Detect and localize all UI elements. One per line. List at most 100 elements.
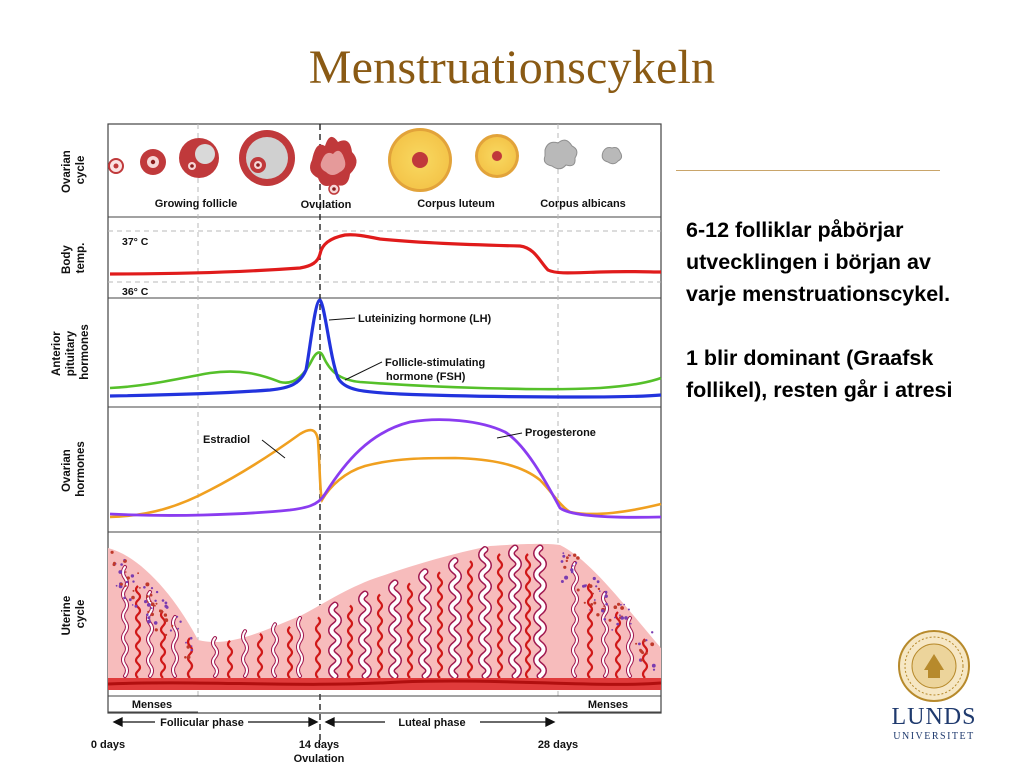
debris-dot [592, 576, 596, 581]
debris-dot [143, 586, 146, 589]
phase-bar: Menses Menses Follicular phase Luteal ph… [108, 695, 661, 729]
debris-dot [630, 622, 632, 625]
temp-label-36: 36° C [122, 286, 149, 298]
spiral-artery [406, 582, 414, 679]
debris-dot [596, 613, 600, 617]
menstrual-cycle-diagram: Ovarian cycle Body temp. Anterior pituit… [51, 123, 662, 765]
debris-dot [576, 588, 580, 592]
debris-dot [571, 564, 574, 567]
debris-dot [146, 595, 149, 598]
ovarian-hormones-panel: Estradiol Progesterone [109, 418, 662, 519]
debris-dot [118, 570, 123, 574]
debris-dot [560, 580, 564, 583]
text-line: varje menstruationscykel. [686, 282, 951, 306]
debris-dot [186, 645, 190, 649]
debris-dot [597, 587, 601, 591]
debris-dot [650, 642, 655, 647]
debris-dot [154, 599, 157, 602]
debris-dot [585, 584, 587, 586]
spiral-artery [524, 553, 532, 679]
debris-dot [139, 587, 141, 589]
debris-dot [179, 620, 182, 623]
debris-dot [604, 590, 608, 594]
text-line: 6-12 folliklar påbörjar [686, 218, 904, 242]
spiral-artery [286, 626, 294, 679]
debris-dot [616, 622, 620, 626]
debris-dot [147, 616, 151, 620]
debris-dot [146, 603, 151, 607]
gland-lumen [297, 617, 303, 677]
debris-dot [583, 601, 586, 604]
text-line: follikel), resten går i atresi [686, 378, 953, 402]
gland-lumen [572, 562, 578, 677]
corpus-albicans-large-icon [543, 139, 578, 170]
text-line: 1 blir dominant (Graafsk [686, 346, 934, 370]
gland-lumen [602, 592, 608, 677]
lh-curve [109, 298, 662, 399]
debris-dot [177, 627, 180, 630]
follicle-secondary-icon [140, 149, 166, 175]
debris-dot [155, 590, 159, 594]
debris-dot [599, 590, 601, 592]
debris-dot [125, 580, 129, 584]
university-seal-logo [898, 630, 970, 702]
debris-dot [153, 621, 158, 625]
pituitary-panel: Luteinizing hormone (LH) Follicle-stimul… [109, 298, 662, 399]
debris-dot [582, 584, 585, 588]
label-day-14: 14 days [299, 739, 339, 751]
debris-dot [593, 599, 596, 601]
corpus-luteum-large-icon [388, 128, 452, 192]
label-luteal-phase: Luteal phase [398, 717, 465, 729]
row-label-body-temp: Body temp. [61, 242, 87, 274]
debris-dot [576, 556, 580, 560]
slide-title: Menstruationscykeln [308, 41, 716, 94]
debris-dot [613, 605, 618, 609]
debris-dot [123, 596, 126, 600]
gland-lumen [242, 630, 248, 677]
debris-dot [158, 610, 161, 613]
debris-dot [619, 614, 621, 617]
label-ovulation: Ovulation [301, 199, 352, 211]
debris-dot [570, 568, 574, 572]
debris-dot [163, 613, 168, 617]
gland-lumen [509, 546, 521, 678]
luteal-arrow [324, 716, 556, 728]
row-label-uterine-cycle: Uterine cycle [61, 593, 87, 636]
title-divider [676, 170, 940, 171]
row-label-ovarian-cycle: Ovarian cycle [61, 147, 87, 193]
text-block-dominant: 1 blir dominant (Graafsk follikel), rest… [686, 342, 952, 406]
ovary-labels: Growing follicle Ovulation Corpus luteum… [155, 198, 626, 211]
debris-dot [611, 629, 614, 631]
debris-dot [113, 561, 116, 565]
debris-dot [652, 668, 656, 671]
label-progesterone: Progesterone [525, 427, 596, 439]
debris-dot [134, 604, 138, 608]
debris-dot [564, 575, 569, 580]
debris-dot [150, 587, 154, 590]
debris-dot [128, 598, 132, 602]
gland-lumen [534, 546, 546, 678]
debris-dot [150, 612, 154, 617]
debris-dot [164, 601, 168, 605]
body-temp-curve [109, 233, 662, 276]
debris-dot [149, 593, 153, 597]
spiral-artery [159, 610, 167, 679]
text-line: utvecklingen i början av [686, 250, 931, 274]
debris-dot [154, 628, 158, 632]
spiral-artery [314, 616, 322, 679]
gland-lumen [449, 558, 461, 678]
follicle-graafian-icon [239, 130, 295, 186]
debris-dot [146, 613, 149, 617]
debris-dot [614, 616, 616, 619]
debris-dot [161, 599, 165, 602]
debris-dot [651, 631, 654, 634]
debris-dot [590, 603, 594, 606]
gland-lumen [172, 616, 178, 677]
debris-dot [592, 592, 594, 595]
debris-dot [639, 649, 643, 653]
debris-dot [575, 561, 578, 564]
spiral-artery [376, 593, 384, 679]
debris-dot [150, 607, 153, 609]
label-lh: Luteinizing hormone (LH) [358, 313, 492, 325]
label-day-0: 0 days [91, 739, 125, 751]
